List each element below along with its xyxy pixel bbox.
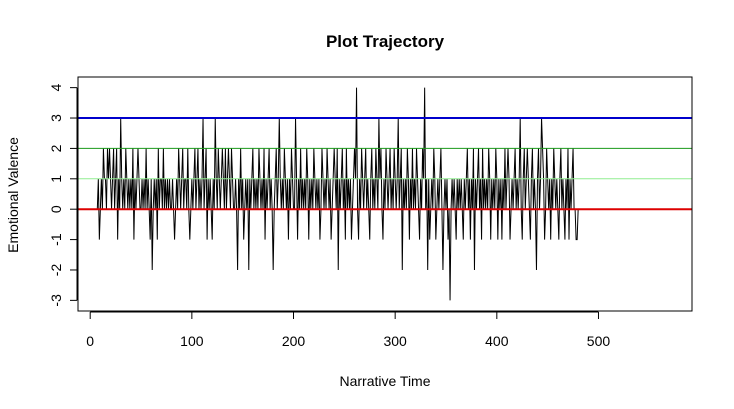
x-tick-label: 100 <box>180 333 204 349</box>
x-axis: 0 100 200 300 400 500 <box>86 311 611 349</box>
x-tick-label: 0 <box>86 333 94 349</box>
y-tick-label: 0 <box>48 205 64 213</box>
x-tick-label: 400 <box>485 333 509 349</box>
chart-title: Plot Trajectory <box>326 32 445 51</box>
y-tick-label: 3 <box>48 114 64 122</box>
x-axis-label: Narrative Time <box>339 373 430 389</box>
y-tick-label: 2 <box>48 144 64 152</box>
y-tick-label: -3 <box>48 294 64 307</box>
x-tick-label: 500 <box>587 333 611 349</box>
x-tick-label: 200 <box>282 333 306 349</box>
y-tick-label: 4 <box>48 84 64 92</box>
series-line-0 <box>91 87 587 301</box>
reference-lines <box>78 117 692 211</box>
series-layer <box>91 87 587 301</box>
x-tick-label: 300 <box>383 333 407 349</box>
plot-frame <box>77 76 693 312</box>
y-tick-label: -2 <box>48 264 64 277</box>
y-axis: -3 -2 -1 0 1 2 3 4 <box>48 84 78 307</box>
y-tick-label: 1 <box>48 175 64 183</box>
y-tick-label: -1 <box>48 233 64 246</box>
y-axis-label: Emotional Valence <box>5 137 21 253</box>
